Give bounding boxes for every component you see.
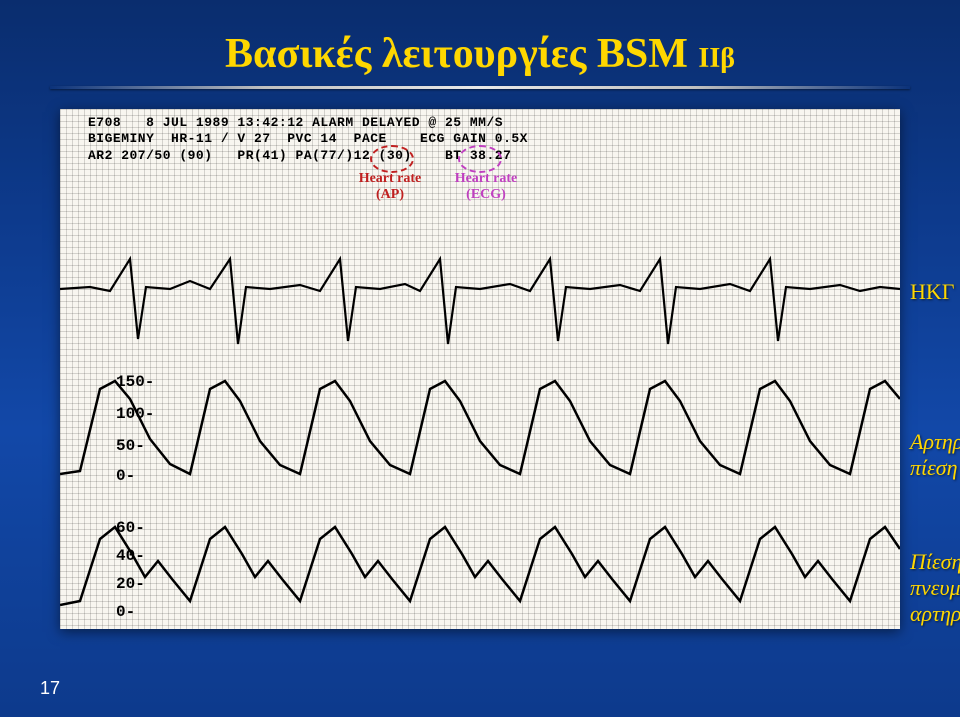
side-label-ap: Αρτηριακή πίεση xyxy=(910,429,960,481)
pa-scale-40: 40- xyxy=(116,547,145,565)
title-main: Βασικές λειτουργίες BSM xyxy=(225,31,688,77)
ap-scale-100: 100- xyxy=(116,405,154,423)
pa-scale-0: 0- xyxy=(116,603,135,621)
side-label-ecg: ΗΚΓ xyxy=(910,279,960,305)
ap-scale-0: 0- xyxy=(116,467,135,485)
slide: Βασικές λειτουργίες BSM ΙΙβ E708 8 JUL 1… xyxy=(0,0,960,717)
ap-trace xyxy=(60,381,900,474)
divider xyxy=(50,86,910,89)
ecg-trace xyxy=(60,259,900,344)
slide-title: Βασικές λειτουργίες BSM ΙΙβ xyxy=(40,30,920,78)
figure: E708 8 JUL 1989 13:42:12 ALARM DELAYED @… xyxy=(60,109,900,629)
pa-trace xyxy=(60,527,900,605)
side-label-pa: Πίεση πνευμονικής αρτηρίας xyxy=(910,549,960,627)
pa-scale-60: 60- xyxy=(116,519,145,537)
ap-scale-50: 50- xyxy=(116,437,145,455)
pa-scale-20: 20- xyxy=(116,575,145,593)
ap-scale-150: 150- xyxy=(116,373,154,391)
page-number: 17 xyxy=(40,678,60,699)
title-sub: ΙΙβ xyxy=(698,43,735,74)
traces-svg xyxy=(60,109,900,629)
